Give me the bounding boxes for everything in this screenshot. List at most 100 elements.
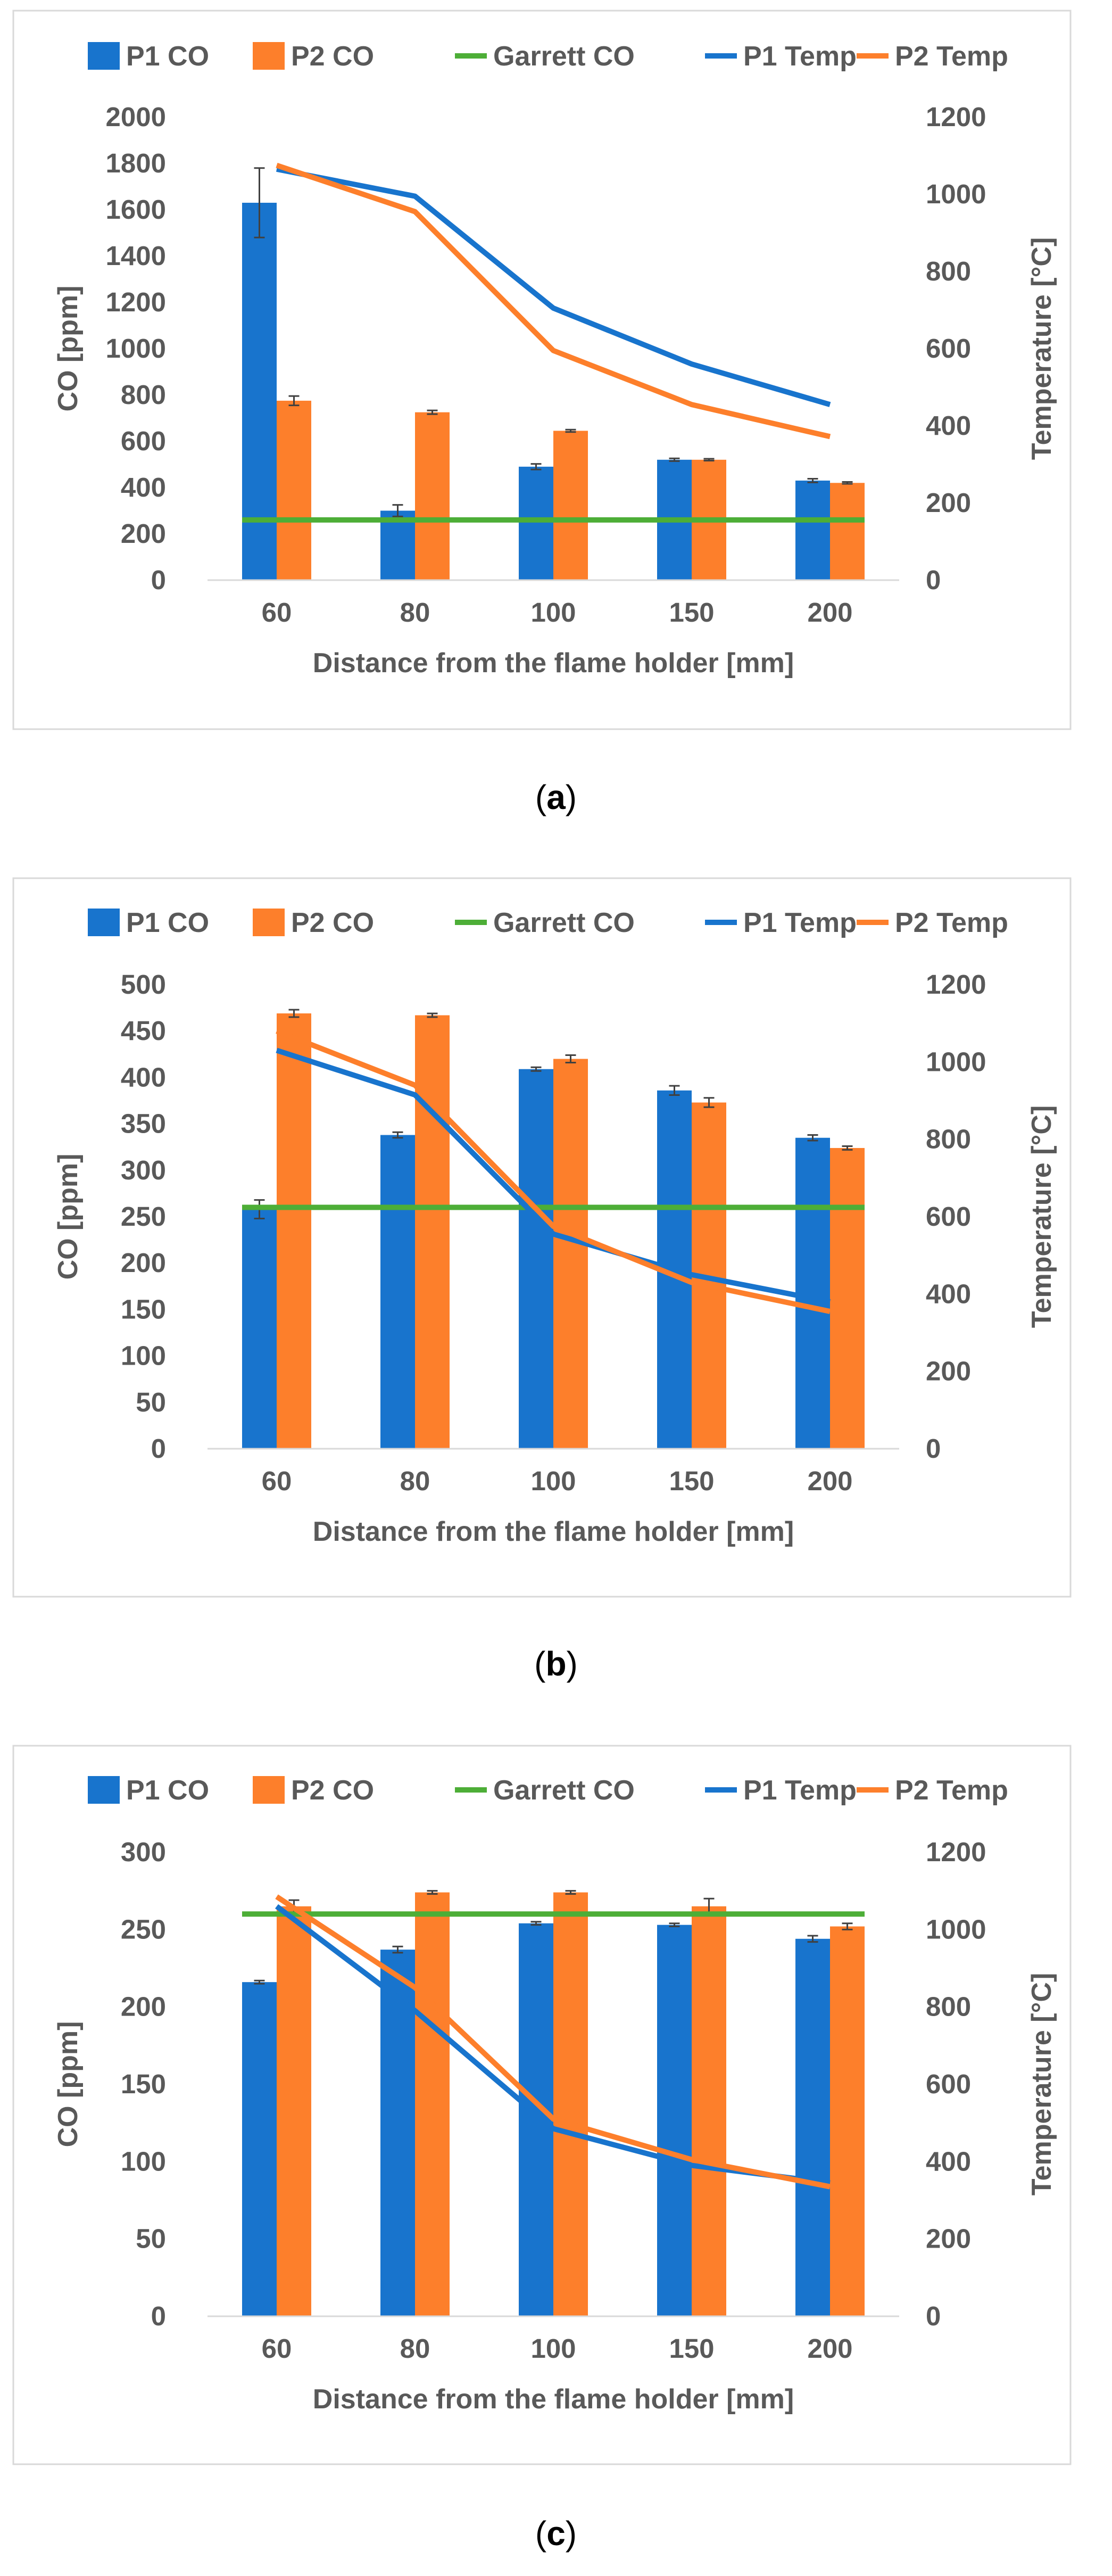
y2-tick-label: 600 [926,333,971,364]
x-tick-label: 80 [400,2333,430,2364]
bar-p1-co [380,1135,415,1449]
bar-p2-co [553,1892,588,2316]
caption-paren: ) [566,2514,577,2553]
y-tick-label: 600 [121,426,166,456]
y-tick-label: 2000 [106,102,166,132]
bar-p2-co [830,1926,865,2316]
y2-tick-label: 0 [926,2301,941,2331]
line-p2-temp [276,1028,831,1314]
panel-caption: (c) [535,2514,577,2553]
y2-axis-title: Temperature [°C] [1026,1105,1057,1328]
legend-label: P1 Temp [743,1775,857,1806]
caption-paren: ( [535,778,546,816]
y-tick-label: 1200 [106,287,166,317]
y2-tick-label: 0 [926,1433,941,1464]
bar-p2-co [415,412,450,580]
y-tick-label: 250 [121,1201,166,1232]
panel-caption: (b) [534,1645,578,1683]
legend-swatch [253,1776,285,1804]
y2-tick-label: 200 [926,488,971,518]
legend-label: P2 CO [291,1775,374,1806]
y2-tick-label: 800 [926,256,971,286]
legend-label: P2 CO [291,907,374,938]
x-tick-label: 60 [262,597,292,628]
bar-p1-co [795,1938,830,2316]
bar-p1-co [657,1925,692,2316]
bar-p2-co [553,431,588,580]
legend-label: P1 CO [126,1775,209,1806]
y-tick-label: 150 [121,2069,166,2099]
y2-tick-label: 1200 [926,102,986,132]
y-axis-title: CO [ppm] [53,2021,84,2148]
bar-p2-co [277,1906,311,2316]
x-tick-label: 80 [400,1466,430,1496]
chart-panel-a: 0 200 400 600 800 1000 1200 1400 1600 1800 2000 0 20… [12,10,1072,816]
x-tick-label: 200 [807,1466,852,1496]
y-tick-label: 0 [151,565,166,595]
y2-tick-label: 800 [926,1124,971,1154]
y2-axis-title: Temperature [°C] [1026,237,1057,460]
legend-label: Garrett CO [493,907,635,938]
y-tick-label: 400 [121,1062,166,1092]
legend-label: P1 CO [126,41,209,72]
y-tick-label: 0 [151,1433,166,1464]
bar-p1-co [519,1069,553,1449]
bar-p1-co [380,1950,415,2316]
y-tick-label: 1000 [106,333,166,364]
y2-tick-label: 200 [926,1356,971,1386]
caption-paren: ( [535,2514,546,2553]
y2-tick-label: 1000 [926,1046,986,1077]
y2-tick-label: 1000 [926,179,986,209]
y-tick-label: 200 [121,518,166,549]
bar-p2-co [830,483,865,580]
y-tick-label: 350 [121,1109,166,1139]
x-tick-label: 200 [807,2333,852,2364]
x-tick-label: 80 [400,597,430,628]
y2-tick-label: 400 [926,2146,971,2176]
x-tick-label: 150 [669,1466,714,1496]
caption-paren: ) [567,1645,578,1683]
x-tick-label: 100 [530,1466,576,1496]
bar-p2-co [692,1906,726,2316]
bar-p1-co [242,1209,277,1449]
y-tick-label: 250 [121,1914,166,1944]
x-tick-label: 150 [669,597,714,628]
legend-label: P2 Temp [895,41,1008,72]
bar-p2-co [830,1147,865,1449]
legend-swatch [253,909,285,936]
bar-p1-co [242,202,277,580]
bar-p2-co [553,1059,588,1449]
y-tick-label: 450 [121,1015,166,1046]
x-tick-label: 150 [669,2333,714,2364]
line-p2-temp [276,162,831,440]
y2-tick-label: 400 [926,1278,971,1309]
y-tick-label: 200 [121,1248,166,1278]
y2-tick-label: 600 [926,2069,971,2099]
y2-tick-label: 0 [926,565,941,595]
x-tick-label: 100 [530,597,576,628]
x-axis-title: Distance from the flame holder [mm] [313,2384,794,2415]
y-tick-label: 1600 [106,194,166,225]
y-tick-label: 1800 [106,148,166,178]
caption-letter: c [546,2514,566,2553]
x-tick-label: 60 [262,2333,292,2364]
y-tick-label: 100 [121,2146,166,2176]
caption-paren: ( [534,1645,545,1683]
chart-panel-c: 0 50 100 150 200 250 300 0 200 400 600 800 1000 1200 6… [12,1745,1072,2553]
bar-p1-co [519,466,553,580]
chart-frame [12,10,1072,730]
legend-label: Garrett CO [493,41,635,72]
y-tick-label: 0 [151,2301,166,2331]
x-tick-label: 60 [262,1466,292,1496]
bar-p2-co [415,1892,450,2316]
y-tick-label: 1400 [106,241,166,271]
y2-tick-label: 800 [926,1992,971,2022]
y-tick-label: 800 [121,379,166,410]
panel-caption: (a) [535,778,577,816]
y-tick-label: 100 [121,1341,166,1371]
bar-p2-co [277,400,311,580]
y-axis-title: CO [ppm] [53,286,84,412]
legend-label: P1 Temp [743,41,857,72]
legend-swatch [88,1776,120,1804]
